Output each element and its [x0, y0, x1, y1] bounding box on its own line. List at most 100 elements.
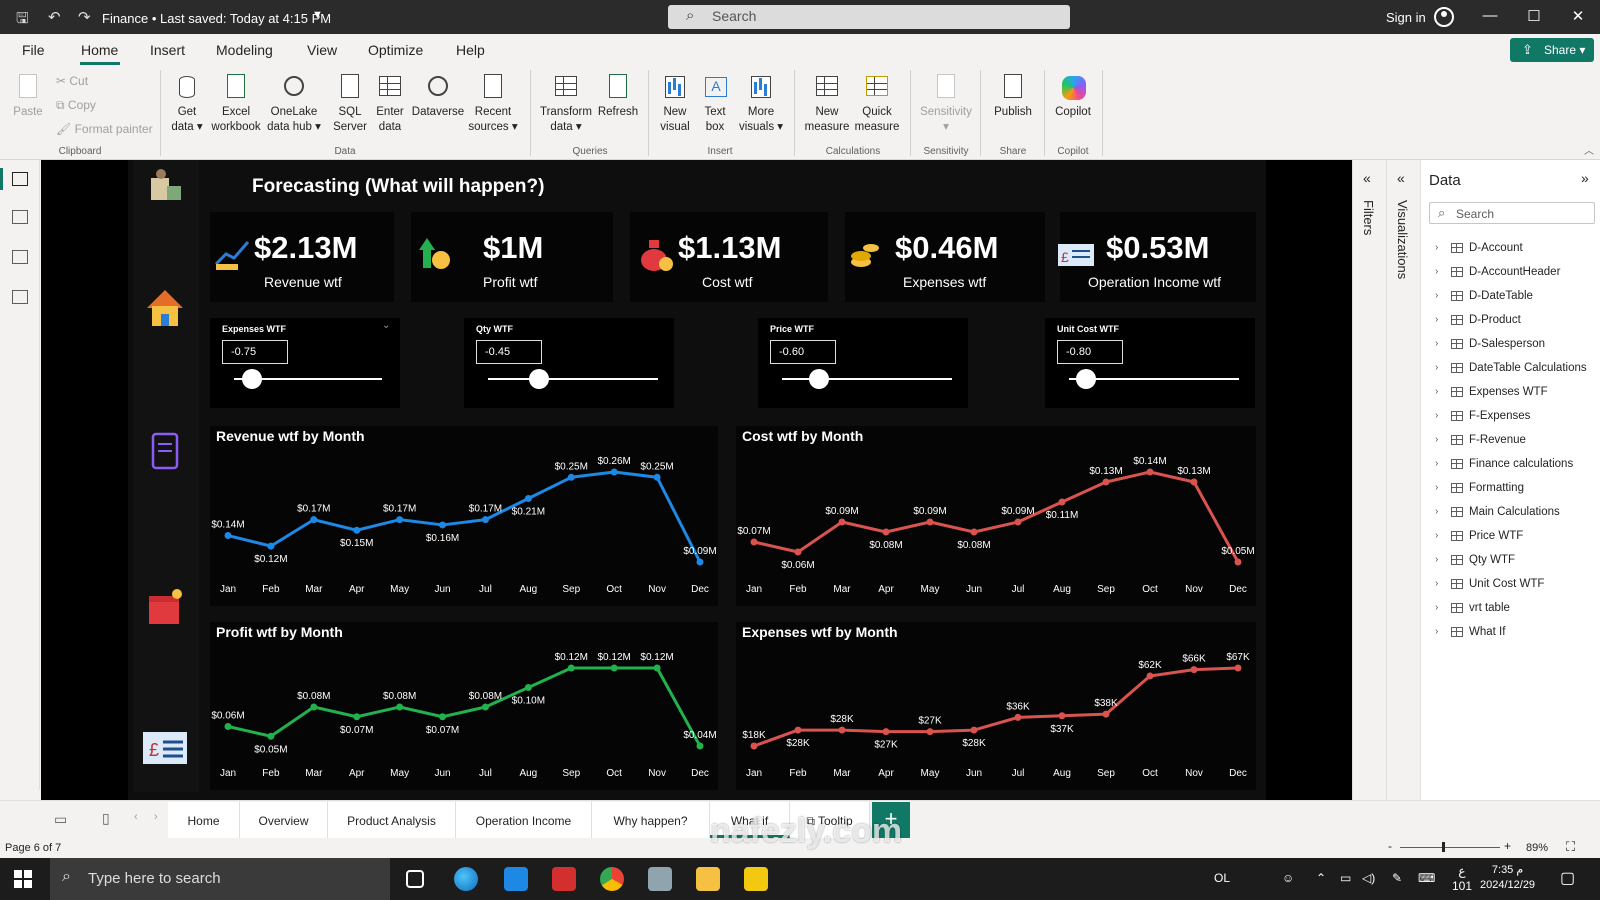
app-icon[interactable] [648, 867, 672, 891]
data-table-item[interactable]: › Unit Cost WTF [1421, 574, 1600, 596]
cut-button[interactable]: ✂ Cut [56, 74, 89, 88]
collapse-pane-icon[interactable]: » [1581, 170, 1589, 186]
chevron-right-icon[interactable]: › [1435, 242, 1439, 253]
next-page-icon[interactable]: › [154, 811, 158, 823]
chevron-right-icon[interactable]: › [1435, 290, 1439, 301]
data-table-item[interactable]: › Formatting [1421, 478, 1600, 500]
volume-icon[interactable]: ◁) [1362, 871, 1376, 885]
system-clock[interactable]: 7:35 م 2024/12/29 [1480, 864, 1536, 891]
collapse-ribbon-icon[interactable]: ︿ [1584, 146, 1594, 157]
new-visual-button[interactable]: New visual [656, 74, 694, 135]
tab-modeling[interactable]: Modeling [216, 42, 273, 58]
slider-track[interactable] [1069, 378, 1239, 380]
language-indicator[interactable]: OL [1214, 871, 1231, 885]
mobile-layout-icon[interactable]: ▯ [102, 810, 110, 826]
chevron-right-icon[interactable]: › [1435, 434, 1439, 445]
data-table-item[interactable]: › What If [1421, 622, 1600, 644]
sign-in-link[interactable]: Sign in [1386, 10, 1426, 25]
dataverse-button[interactable]: Dataverse [410, 74, 466, 120]
text-box-button[interactable]: A Text box [698, 74, 732, 135]
file-explorer-icon[interactable] [696, 867, 720, 891]
chevron-right-icon[interactable]: › [1435, 626, 1439, 637]
onelake-button[interactable]: OneLake data hub ▾ [266, 74, 322, 135]
transform-data-button[interactable]: Transform data ▾ [538, 74, 594, 135]
data-table-item[interactable]: › F-Revenue [1421, 430, 1600, 452]
pen-icon[interactable]: ✎ [1392, 871, 1403, 885]
document-icon[interactable] [143, 430, 187, 474]
minimize-icon[interactable]: — [1482, 7, 1498, 24]
data-table-item[interactable]: › D-DateTable [1421, 286, 1600, 308]
save-icon[interactable]: 🖫 [16, 10, 29, 27]
chart-expenses-by-month[interactable]: Expenses wtf by Month $18K Jan $28K Feb $28K… [736, 622, 1256, 790]
kpi-card-expenses[interactable]: $0.46M Expenses wtf [845, 212, 1045, 302]
slicer-unit-cost-wtf[interactable]: Unit Cost WTF -0.80 [1045, 318, 1255, 408]
sensitivity-button[interactable]: Sensitivity ▾ [916, 74, 976, 135]
search-box[interactable]: ⌕ Search [668, 5, 1070, 29]
close-icon[interactable]: ✕ [1571, 8, 1585, 25]
keyboard-icon[interactable]: ⌨ [1418, 871, 1436, 885]
chevron-right-icon[interactable]: › [1435, 410, 1439, 421]
visualizations-label[interactable]: Visualizations [1395, 200, 1410, 280]
chart-profit-by-month[interactable]: Profit wtf by Month $0.06M Jan $0.05M Feb $0… [210, 622, 718, 790]
prev-page-icon[interactable]: ‹ [134, 811, 138, 823]
power-bi-icon[interactable] [744, 867, 768, 891]
chevron-right-icon[interactable]: › [1435, 554, 1439, 565]
chevron-down-icon[interactable]: ▼ [312, 9, 323, 21]
slider-handle[interactable] [1076, 369, 1096, 389]
new-measure-button[interactable]: New measure [802, 74, 852, 135]
publish-button[interactable]: Publish [988, 74, 1038, 120]
page-tab[interactable]: Operation Income [456, 802, 592, 838]
slider-handle[interactable] [241, 369, 262, 389]
expand-icon[interactable]: « [1397, 170, 1405, 186]
page-tab[interactable]: Product Analysis [328, 802, 456, 838]
visualizations-pane[interactable]: « Visualizations [1386, 160, 1420, 800]
table-view-icon[interactable] [12, 210, 28, 224]
slider-track[interactable] [782, 378, 952, 380]
data-table-item[interactable]: › Main Calculations [1421, 502, 1600, 524]
windows-start-icon[interactable] [14, 870, 32, 888]
quick-measure-button[interactable]: Quick measure [852, 74, 902, 135]
data-table-item[interactable]: › D-Account [1421, 238, 1600, 260]
chevron-right-icon[interactable]: › [1435, 482, 1439, 493]
excel-workbook-button[interactable]: Excel workbook [210, 74, 262, 135]
tab-home[interactable]: Home [81, 42, 119, 58]
data-table-item[interactable]: › Expenses WTF [1421, 382, 1600, 404]
chevron-down-icon[interactable]: ⌄ [382, 320, 391, 331]
more-visuals-button[interactable]: More visuals ▾ [736, 74, 786, 135]
share-button[interactable]: ⇪ Share ▾ [1510, 38, 1594, 62]
model-view-icon[interactable] [12, 250, 28, 264]
maximize-icon[interactable]: ☐ [1527, 8, 1541, 25]
task-view-icon[interactable] [406, 870, 424, 888]
chrome-icon[interactable] [600, 867, 624, 891]
battery-icon[interactable]: ▭ [1340, 871, 1352, 885]
chevron-right-icon[interactable]: › [1435, 458, 1439, 469]
mail-icon[interactable] [504, 867, 528, 891]
data-table-item[interactable]: › D-AccountHeader [1421, 262, 1600, 284]
slicer-qty-wtf[interactable]: Qty WTF -0.45 [464, 318, 674, 408]
chevron-right-icon[interactable]: › [1435, 266, 1439, 277]
data-table-item[interactable]: › vrt table [1421, 598, 1600, 620]
fit-to-page-icon[interactable]: ⛶ [1566, 839, 1576, 854]
redo-icon[interactable]: ↷ [78, 9, 91, 26]
tab-view[interactable]: View [307, 42, 338, 58]
paste-button[interactable]: Paste [10, 74, 46, 120]
collapse-icon[interactable]: « [1363, 170, 1371, 186]
copilot-button[interactable]: Copilot [1050, 74, 1096, 120]
chevron-right-icon[interactable]: › [1435, 362, 1439, 373]
chart-revenue-by-month[interactable]: Revenue wtf by Month $0.14M Jan $0.12M Feb $… [210, 426, 718, 606]
format-painter-button[interactable]: 🖌 Format painter [56, 122, 153, 136]
finance-report-icon[interactable]: £ [143, 726, 187, 770]
enter-data-button[interactable]: Enter data [372, 74, 408, 135]
kpi-card-profit[interactable]: $1M Profit wtf [411, 212, 613, 302]
add-page-button[interactable]: + [872, 802, 910, 838]
filters-pane[interactable]: « Filters [1352, 160, 1386, 800]
dax-query-view-icon[interactable] [12, 290, 28, 304]
copy-button[interactable]: ⧉ Copy [56, 98, 96, 112]
slider-handle[interactable] [809, 369, 830, 389]
slicer-value-input[interactable]: -0.45 [476, 340, 542, 364]
chevron-right-icon[interactable]: › [1435, 602, 1439, 613]
data-table-item[interactable]: › Qty WTF [1421, 550, 1600, 572]
sql-server-button[interactable]: SQL Server [330, 74, 370, 135]
page-tab[interactable]: What if [710, 802, 790, 838]
tab-help[interactable]: Help [456, 42, 485, 58]
